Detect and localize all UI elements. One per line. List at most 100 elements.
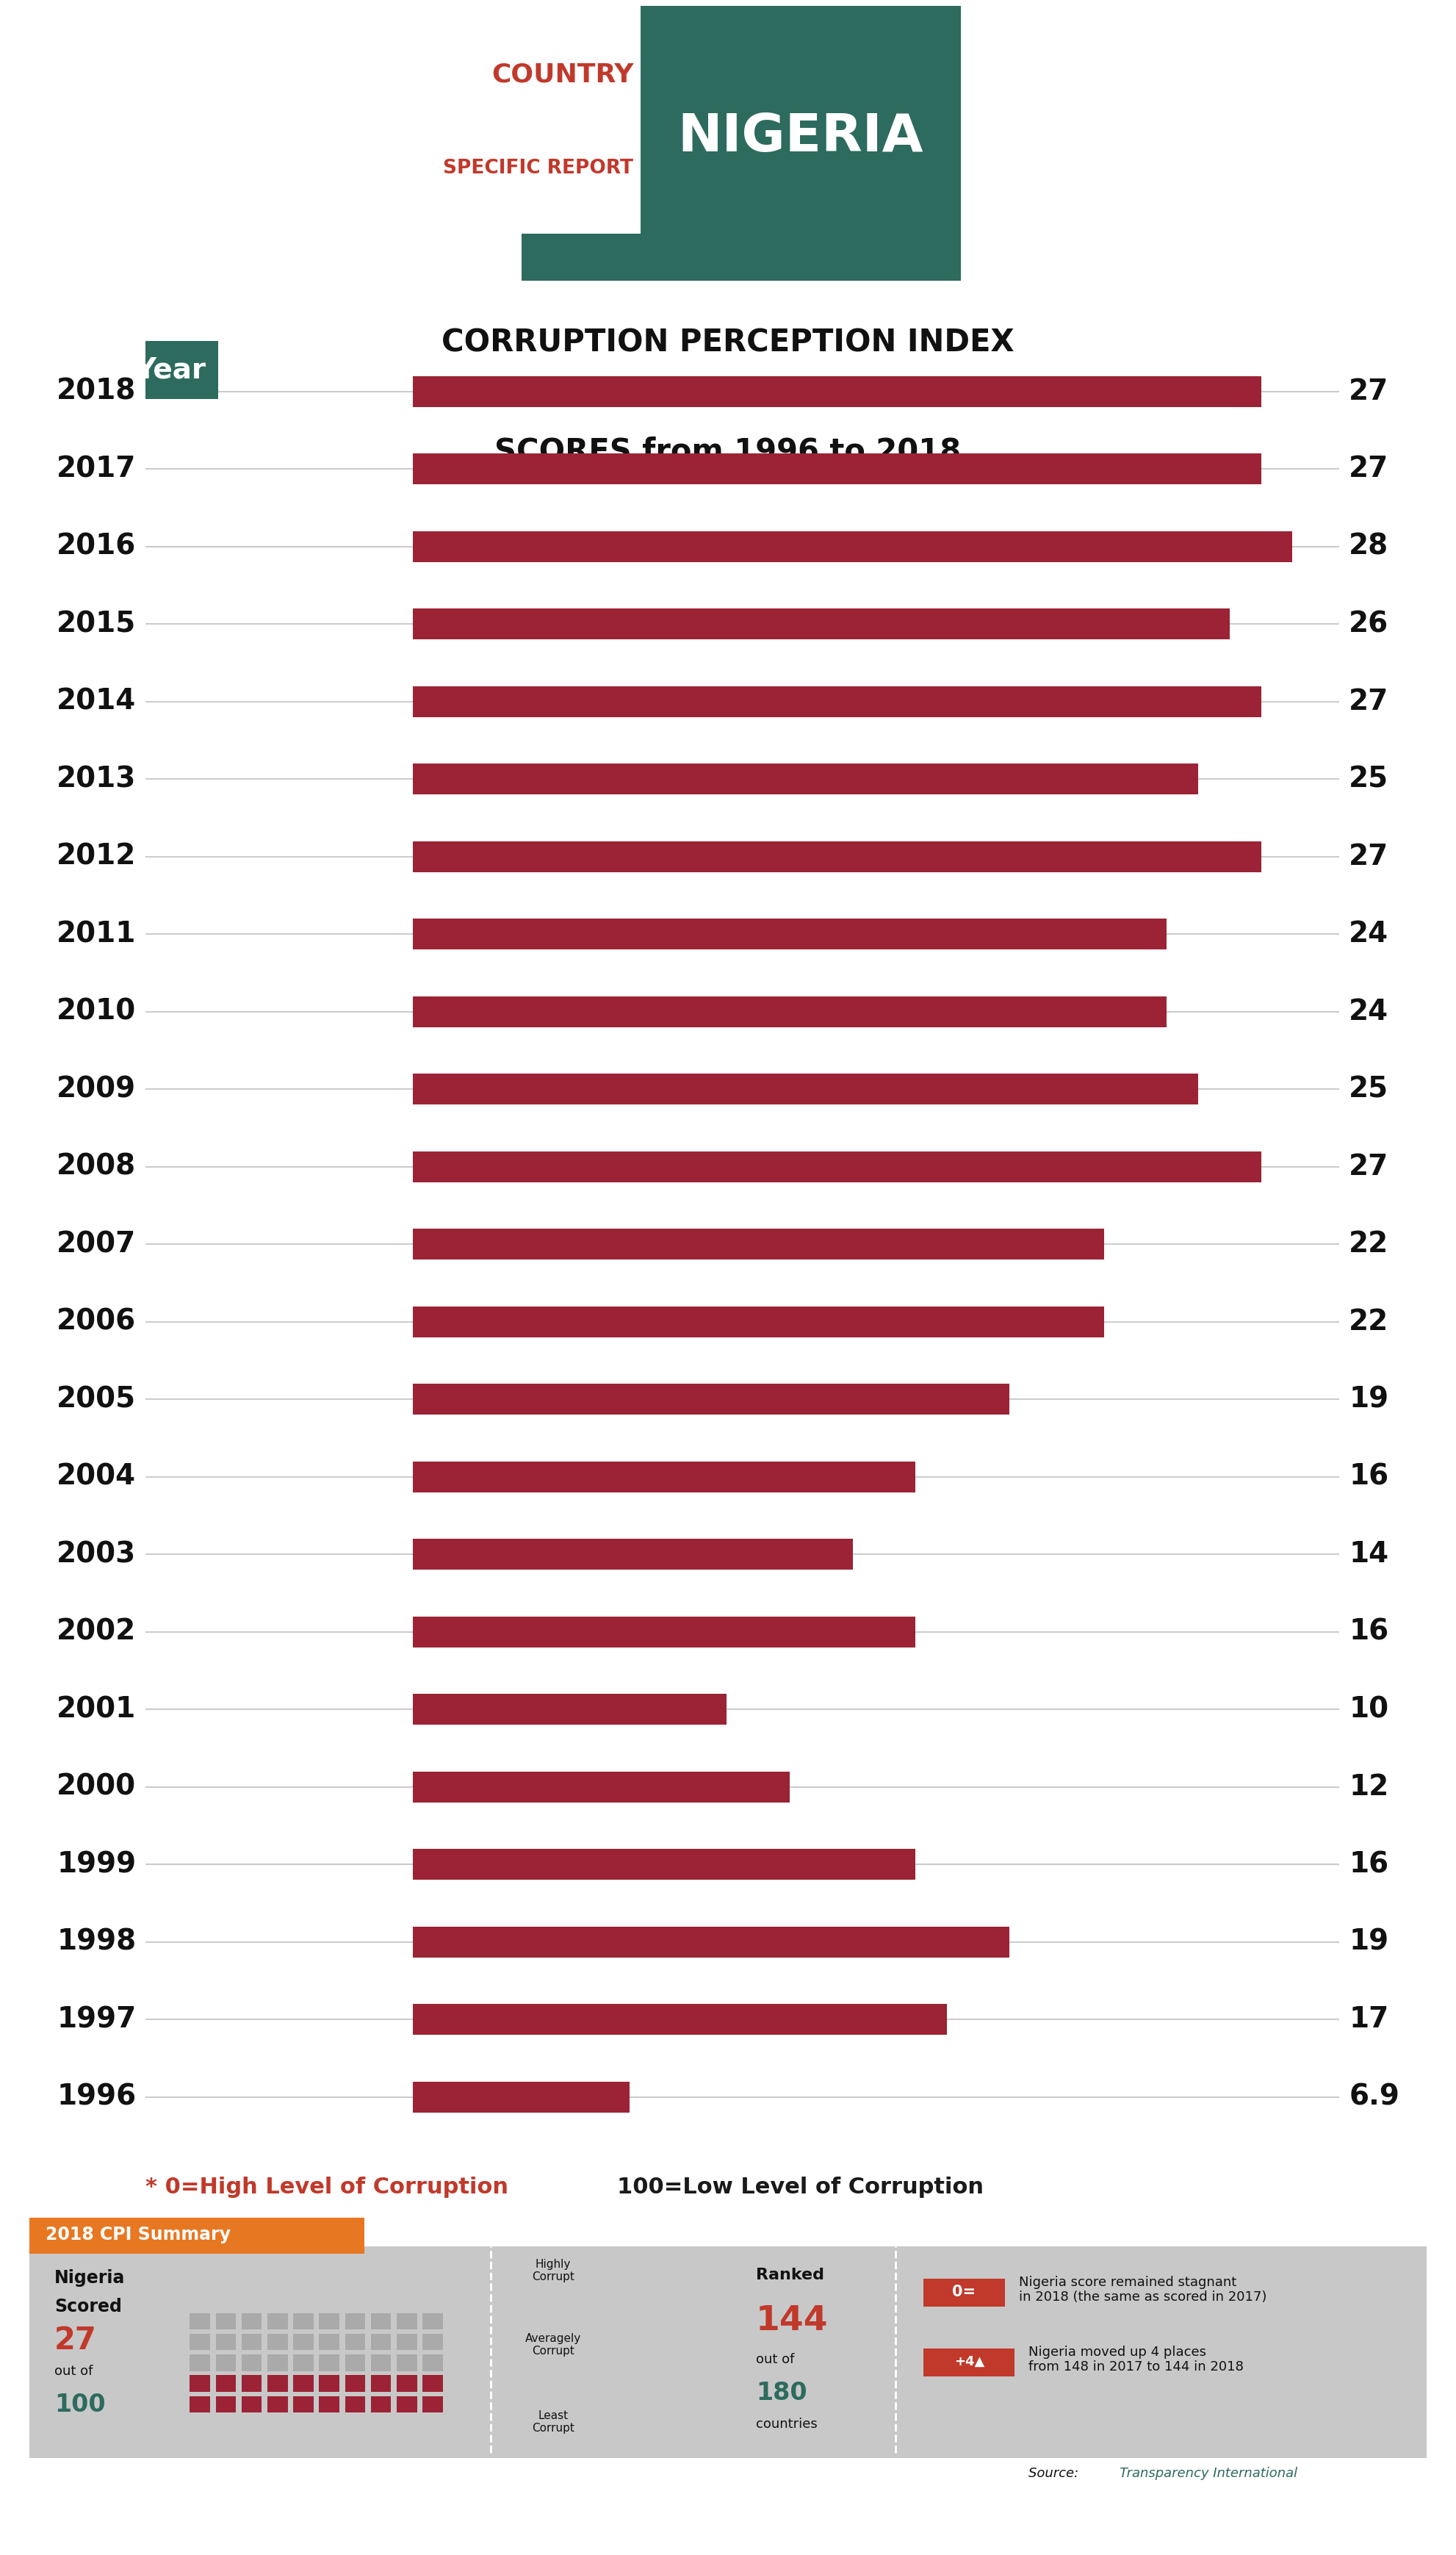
Bar	[29, 2246, 1427, 2458]
Bar	[189, 2356, 210, 2371]
Text: 28: 28	[1348, 531, 1389, 560]
Bar	[412, 1385, 1009, 1415]
Bar	[412, 1694, 727, 1725]
Bar	[521, 233, 641, 281]
Bar	[412, 1771, 789, 1801]
Text: 100: 100	[54, 2394, 105, 2417]
Text: * 0=High Level of Corruption: * 0=High Level of Corruption	[146, 2177, 517, 2197]
Text: 2012: 2012	[57, 843, 137, 871]
Text: Nigeria score remained stagnant: Nigeria score remained stagnant	[1019, 2277, 1236, 2289]
Bar	[268, 2397, 288, 2412]
Text: 12: 12	[1348, 1773, 1389, 1801]
Bar	[319, 2333, 339, 2351]
Text: 22: 22	[1348, 1232, 1389, 1257]
Bar	[412, 531, 1293, 562]
Bar	[293, 2333, 313, 2351]
Text: 2002: 2002	[57, 1617, 137, 1645]
Bar	[412, 1152, 1261, 1183]
Text: Least
Corrupt: Least Corrupt	[531, 2409, 575, 2435]
Text: f  🐦  📷  @TransparencITng: f 🐦 📷 @TransparencITng	[510, 2501, 731, 2517]
Text: Nigeria moved up 4 places: Nigeria moved up 4 places	[1028, 2345, 1206, 2358]
Bar	[412, 764, 1198, 795]
Bar	[371, 2333, 392, 2351]
Bar	[412, 1538, 853, 1569]
Text: 14: 14	[1348, 1541, 1389, 1569]
Text: 2008: 2008	[57, 1152, 137, 1180]
Text: CORRUPTION PERCEPTION INDEX: CORRUPTION PERCEPTION INDEX	[441, 327, 1015, 358]
Text: 25: 25	[1348, 1076, 1389, 1104]
Text: 0=: 0=	[952, 2284, 976, 2300]
Text: 2003: 2003	[57, 1541, 137, 1569]
Bar	[422, 2333, 443, 2351]
Bar	[422, 2376, 443, 2391]
Text: from 148 in 2017 to 144 in 2018: from 148 in 2017 to 144 in 2018	[1028, 2361, 1243, 2374]
Text: 2006: 2006	[57, 1308, 137, 1336]
Text: 27: 27	[1348, 378, 1389, 406]
Text: +4▲: +4▲	[955, 2356, 986, 2368]
Text: 16: 16	[1348, 1850, 1389, 1878]
Bar	[345, 2312, 365, 2330]
Bar	[215, 2397, 236, 2412]
Text: 24: 24	[1348, 996, 1389, 1025]
Text: 16: 16	[1348, 1464, 1389, 1490]
Text: 2018: 2018	[57, 378, 137, 406]
Bar	[422, 2397, 443, 2412]
Text: 2014: 2014	[57, 687, 137, 715]
Bar	[242, 2376, 262, 2391]
Bar	[412, 2082, 629, 2113]
Text: 2001: 2001	[57, 1697, 137, 1722]
Bar	[268, 2312, 288, 2330]
Text: 2013: 2013	[57, 764, 137, 792]
Bar	[242, 2312, 262, 2330]
Text: 2009: 2009	[57, 1076, 137, 1104]
Bar	[124, 342, 218, 399]
Bar	[268, 2356, 288, 2371]
Bar	[396, 2376, 416, 2391]
Text: 27: 27	[1348, 687, 1389, 715]
Text: Score: Score	[1341, 355, 1431, 383]
Text: 180: 180	[756, 2381, 807, 2404]
Bar	[268, 2333, 288, 2351]
Bar	[371, 2356, 392, 2371]
Bar	[371, 2312, 392, 2330]
Bar	[396, 2397, 416, 2412]
Text: 2011: 2011	[57, 920, 137, 948]
Bar	[412, 920, 1166, 950]
Bar	[396, 2333, 416, 2351]
Bar	[189, 2376, 210, 2391]
Text: 2018 CPI Summary: 2018 CPI Summary	[47, 2225, 232, 2243]
Bar	[242, 2356, 262, 2371]
Text: Averagely
Corrupt: Averagely Corrupt	[526, 2333, 581, 2356]
Bar	[293, 2356, 313, 2371]
Text: 100=Low Level of Corruption: 100=Low Level of Corruption	[617, 2177, 984, 2197]
Bar	[412, 1461, 916, 1492]
Text: out of: out of	[756, 2353, 795, 2366]
Text: NIGERIA: NIGERIA	[678, 112, 923, 164]
Text: 19: 19	[1348, 1929, 1389, 1957]
Bar	[189, 2397, 210, 2412]
Bar	[923, 2279, 1005, 2307]
Bar	[412, 376, 1261, 406]
Text: 1997: 1997	[57, 2006, 137, 2034]
Bar	[319, 2312, 339, 2330]
Text: Transparency International: Transparency International	[1120, 2468, 1297, 2481]
Bar	[412, 1617, 916, 1648]
Text: 2010: 2010	[57, 996, 137, 1025]
Bar	[293, 2397, 313, 2412]
Bar	[412, 1926, 1009, 1957]
Text: countries: countries	[756, 2417, 817, 2430]
Text: 17: 17	[1348, 2006, 1389, 2034]
Text: 10: 10	[1348, 1697, 1389, 1722]
Text: 2017: 2017	[57, 455, 137, 483]
Bar	[319, 2376, 339, 2391]
Bar	[345, 2356, 365, 2371]
Bar	[319, 2356, 339, 2371]
Text: 144: 144	[756, 2305, 828, 2338]
Bar	[371, 2376, 392, 2391]
Text: SPECIFIC REPORT: SPECIFIC REPORT	[443, 158, 633, 179]
Bar	[641, 5, 961, 281]
Text: COUNTRY: COUNTRY	[491, 61, 633, 87]
Bar	[189, 2333, 210, 2351]
Text: 24: 24	[1348, 920, 1389, 948]
Text: Ranked: Ranked	[756, 2269, 824, 2282]
